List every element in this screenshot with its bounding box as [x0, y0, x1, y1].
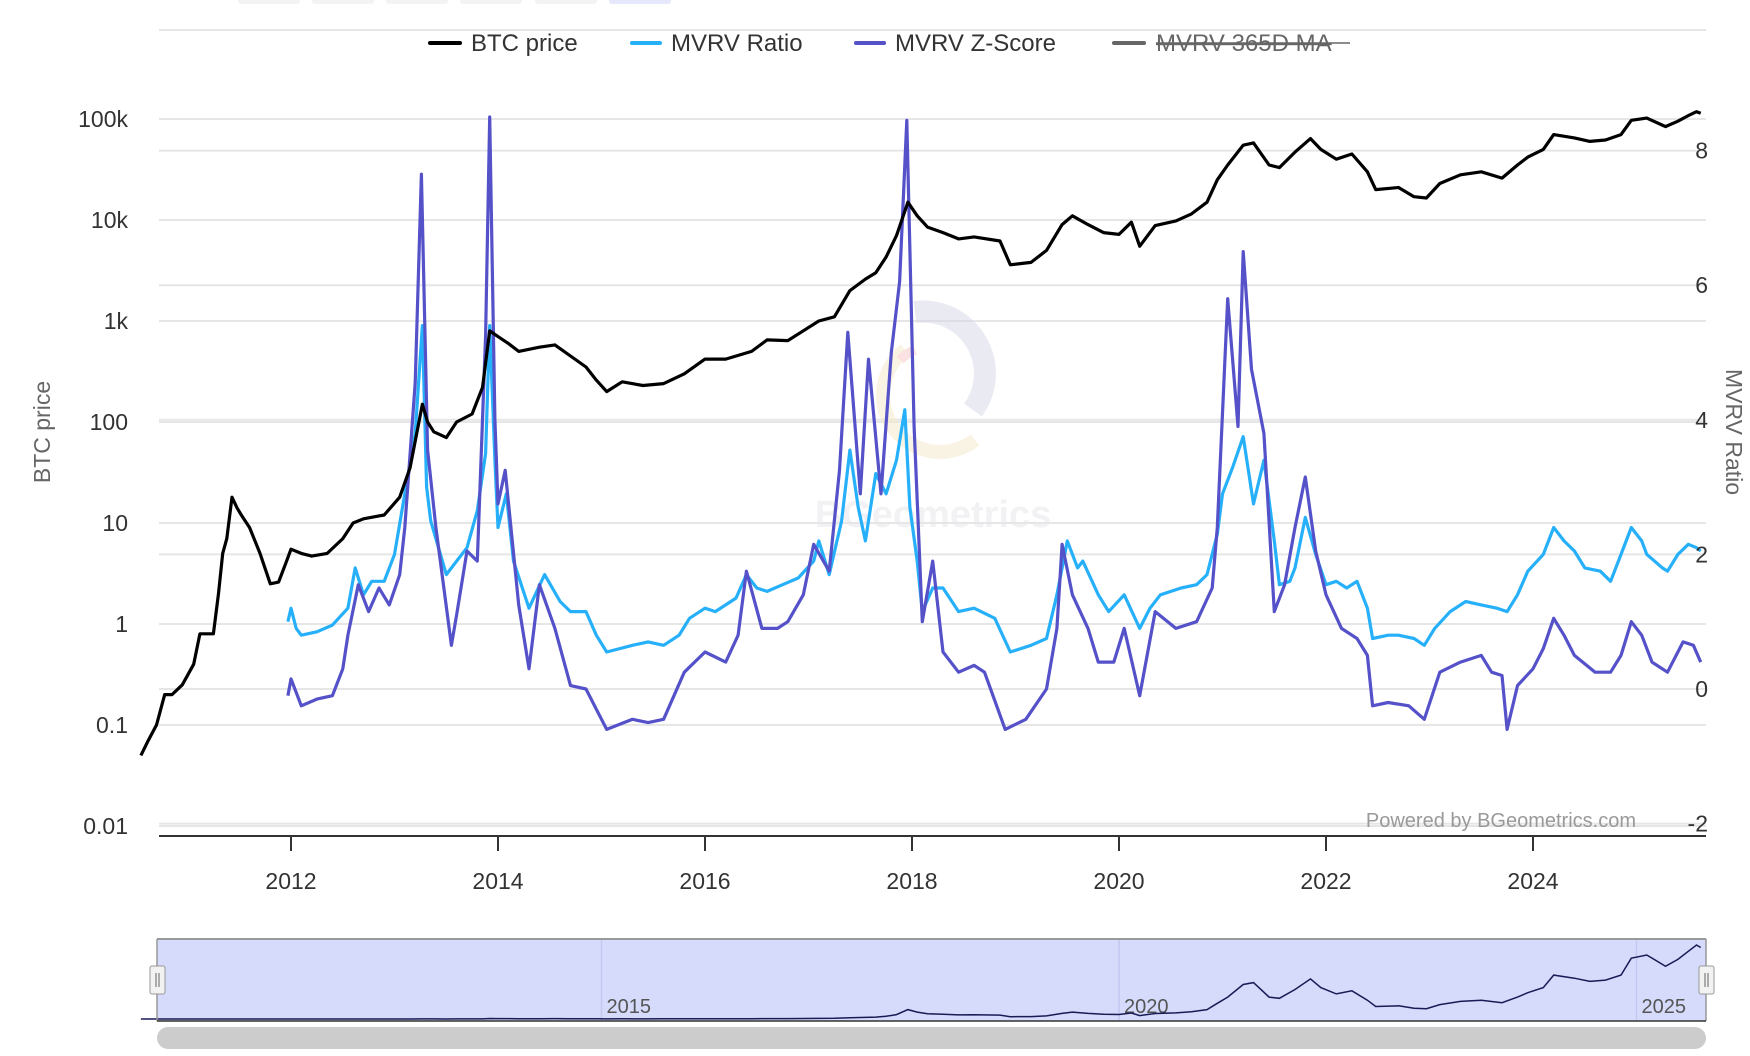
navigator-tick-label: 2020: [1124, 996, 1169, 1018]
left-axis-tick-label: 10: [102, 510, 128, 536]
navigator-tick-label: 2015: [607, 996, 652, 1018]
navigator-handle-right[interactable]: [1698, 965, 1715, 995]
navigator-series-line: [140, 944, 1702, 1020]
legend-item-mvrv-z-score[interactable]: MVRV Z-Score: [854, 30, 1056, 57]
x-axis-tick-label: 2024: [1507, 868, 1558, 894]
navigator-gridlines: 2015 2020 2025: [600, 939, 1687, 1021]
navigator-handle-left[interactable]: [149, 965, 166, 995]
range-selector-buttons: [238, 0, 671, 4]
x-axis-tick-label: 2014: [472, 868, 523, 894]
right-axis-ticks: -2 0 2 4 6 8: [1688, 138, 1709, 837]
legend-item-mvrv-365d-ma[interactable]: MVRV 365D MA: [1112, 30, 1350, 57]
watermark-text: BGeometrics: [815, 494, 1052, 536]
left-axis-tick-label: 100k: [78, 106, 128, 132]
left-axis-tick-label: 1k: [104, 308, 129, 334]
legend-item-mvrv-ratio[interactable]: MVRV Ratio: [630, 30, 803, 57]
right-axis-title: MVRV Ratio: [1721, 369, 1747, 495]
x-axis-tick-label: 2018: [886, 868, 937, 894]
range-button[interactable]: [460, 0, 522, 4]
navigator-mask[interactable]: [157, 939, 1706, 1021]
right-axis-tick-label: 6: [1695, 272, 1708, 298]
left-axis-title: BTC price: [29, 381, 55, 483]
navigator[interactable]: 2015 2020 2025: [140, 938, 1715, 1022]
gridlines: [159, 29, 1706, 827]
right-axis-tick-label: 0: [1695, 676, 1708, 702]
scrollbar[interactable]: [157, 1027, 1706, 1049]
legend-label: MVRV Z-Score: [895, 30, 1056, 57]
right-axis-tick-label: -2: [1688, 811, 1708, 837]
x-axis-tick-label: 2020: [1093, 868, 1144, 894]
range-button[interactable]: [312, 0, 374, 4]
series-group: [139, 110, 1703, 757]
left-axis-tick-label: 0.01: [83, 813, 128, 839]
x-axis-tick-label: 2012: [265, 868, 316, 894]
legend-label: BTC price: [471, 30, 578, 57]
range-button[interactable]: [238, 0, 300, 4]
legend-item-btc-price[interactable]: BTC price: [428, 30, 578, 57]
x-axis-ticks: 2012 2014 2016 2018 2020 2022 2024: [265, 836, 1559, 894]
left-axis-tick-label: 0.1: [96, 712, 128, 738]
range-button[interactable]: [535, 0, 597, 4]
range-button[interactable]: [386, 0, 448, 4]
mvrv-z-score-line: [286, 115, 1703, 731]
x-axis-tick-label: 2016: [679, 868, 730, 894]
range-button[interactable]: [609, 0, 671, 4]
navigator-tick-label: 2025: [1642, 996, 1687, 1018]
btc-price-line: [139, 110, 1702, 757]
mvrv-ratio-line: [286, 324, 1702, 654]
left-axis-tick-label: 10k: [91, 207, 129, 233]
right-axis-tick-label: 4: [1695, 407, 1708, 433]
legend: BTC price MVRV Ratio MVRV Z-Score MVRV 3…: [428, 30, 1350, 57]
x-axis-tick-label: 2022: [1300, 868, 1351, 894]
left-axis-tick-label: 100: [90, 409, 128, 435]
left-axis-ticks: 0.01 0.1 1 10 100 1k 10k 100k: [78, 106, 128, 839]
left-axis-tick-label: 1: [115, 611, 128, 637]
right-axis-tick-label: 2: [1695, 541, 1708, 567]
legend-label: MVRV Ratio: [671, 30, 803, 57]
right-axis-tick-label: 8: [1695, 138, 1708, 164]
credits-link[interactable]: Powered by BGeometrics.com: [1366, 810, 1636, 832]
